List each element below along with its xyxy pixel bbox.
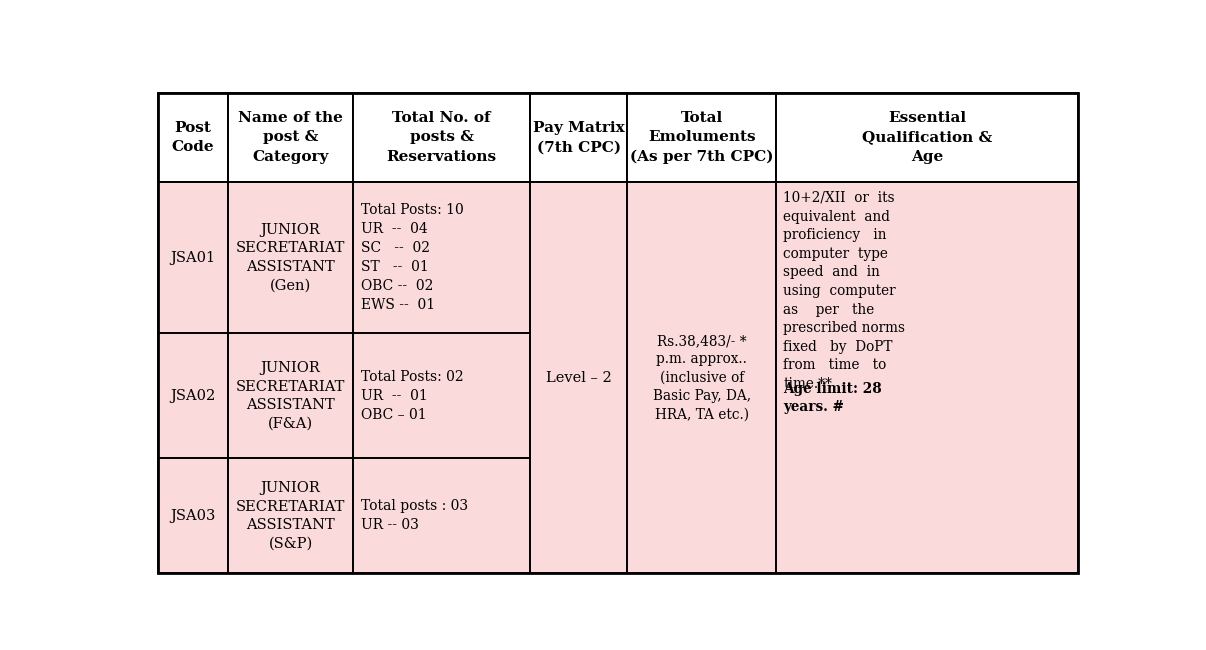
Text: Total posts : 03
UR -- 03: Total posts : 03 UR -- 03 — [361, 499, 468, 532]
Text: JUNIOR
SECRETARIAT
ASSISTANT
(Gen): JUNIOR SECRETARIAT ASSISTANT (Gen) — [236, 223, 345, 292]
Text: Rs.38,483/- *
p.m. approx..
(inclusive of
Basic Pay, DA,
HRA, TA etc.): Rs.38,483/- * p.m. approx.. (inclusive o… — [652, 334, 751, 421]
Text: 10+2/XII  or  its
equivalent  and
proficiency   in
computer  type
speed  and  in: 10+2/XII or its equivalent and proficien… — [784, 191, 906, 391]
Bar — [158, 93, 228, 182]
Bar — [158, 182, 228, 333]
Bar — [353, 458, 529, 573]
Bar — [529, 93, 627, 182]
Bar — [228, 182, 353, 333]
Bar — [228, 458, 353, 573]
Text: Total No. of
posts &
Reservations: Total No. of posts & Reservations — [386, 111, 497, 164]
Text: Total Posts: 10
UR  --  04
SC   --  02
ST   --  01
OBC --  02
EWS --  01: Total Posts: 10 UR -- 04 SC -- 02 ST -- … — [361, 203, 463, 312]
Bar — [228, 333, 353, 458]
Bar — [627, 182, 775, 573]
Text: Total
Emoluments
(As per 7th CPC): Total Emoluments (As per 7th CPC) — [630, 111, 773, 164]
Text: Level – 2: Level – 2 — [546, 370, 611, 385]
Bar — [228, 93, 353, 182]
Text: JUNIOR
SECRETARIAT
ASSISTANT
(F&A): JUNIOR SECRETARIAT ASSISTANT (F&A) — [236, 361, 345, 430]
Text: JSA03: JSA03 — [170, 509, 216, 523]
Bar — [775, 93, 1078, 182]
Text: Pay Matrix
(7th CPC): Pay Matrix (7th CPC) — [533, 121, 625, 154]
Text: JUNIOR
SECRETARIAT
ASSISTANT
(S&P): JUNIOR SECRETARIAT ASSISTANT (S&P) — [236, 481, 345, 551]
Text: Age limit: 28
years. #: Age limit: 28 years. # — [784, 382, 883, 414]
Text: Essential
Qualification &
Age: Essential Qualification & Age — [862, 111, 993, 164]
Bar — [158, 458, 228, 573]
Bar — [353, 333, 529, 458]
Bar — [158, 333, 228, 458]
Text: JSA02: JSA02 — [170, 389, 216, 403]
Bar — [529, 182, 627, 573]
Text: Total Posts: 02
UR  --  01
OBC – 01: Total Posts: 02 UR -- 01 OBC – 01 — [361, 370, 463, 422]
Text: Post
Code: Post Code — [171, 121, 215, 154]
Bar — [353, 182, 529, 333]
Bar — [775, 182, 1078, 573]
Bar — [353, 93, 529, 182]
Bar — [627, 93, 775, 182]
Text: Name of the
post &
Category: Name of the post & Category — [238, 111, 343, 164]
Text: JSA01: JSA01 — [170, 251, 216, 265]
